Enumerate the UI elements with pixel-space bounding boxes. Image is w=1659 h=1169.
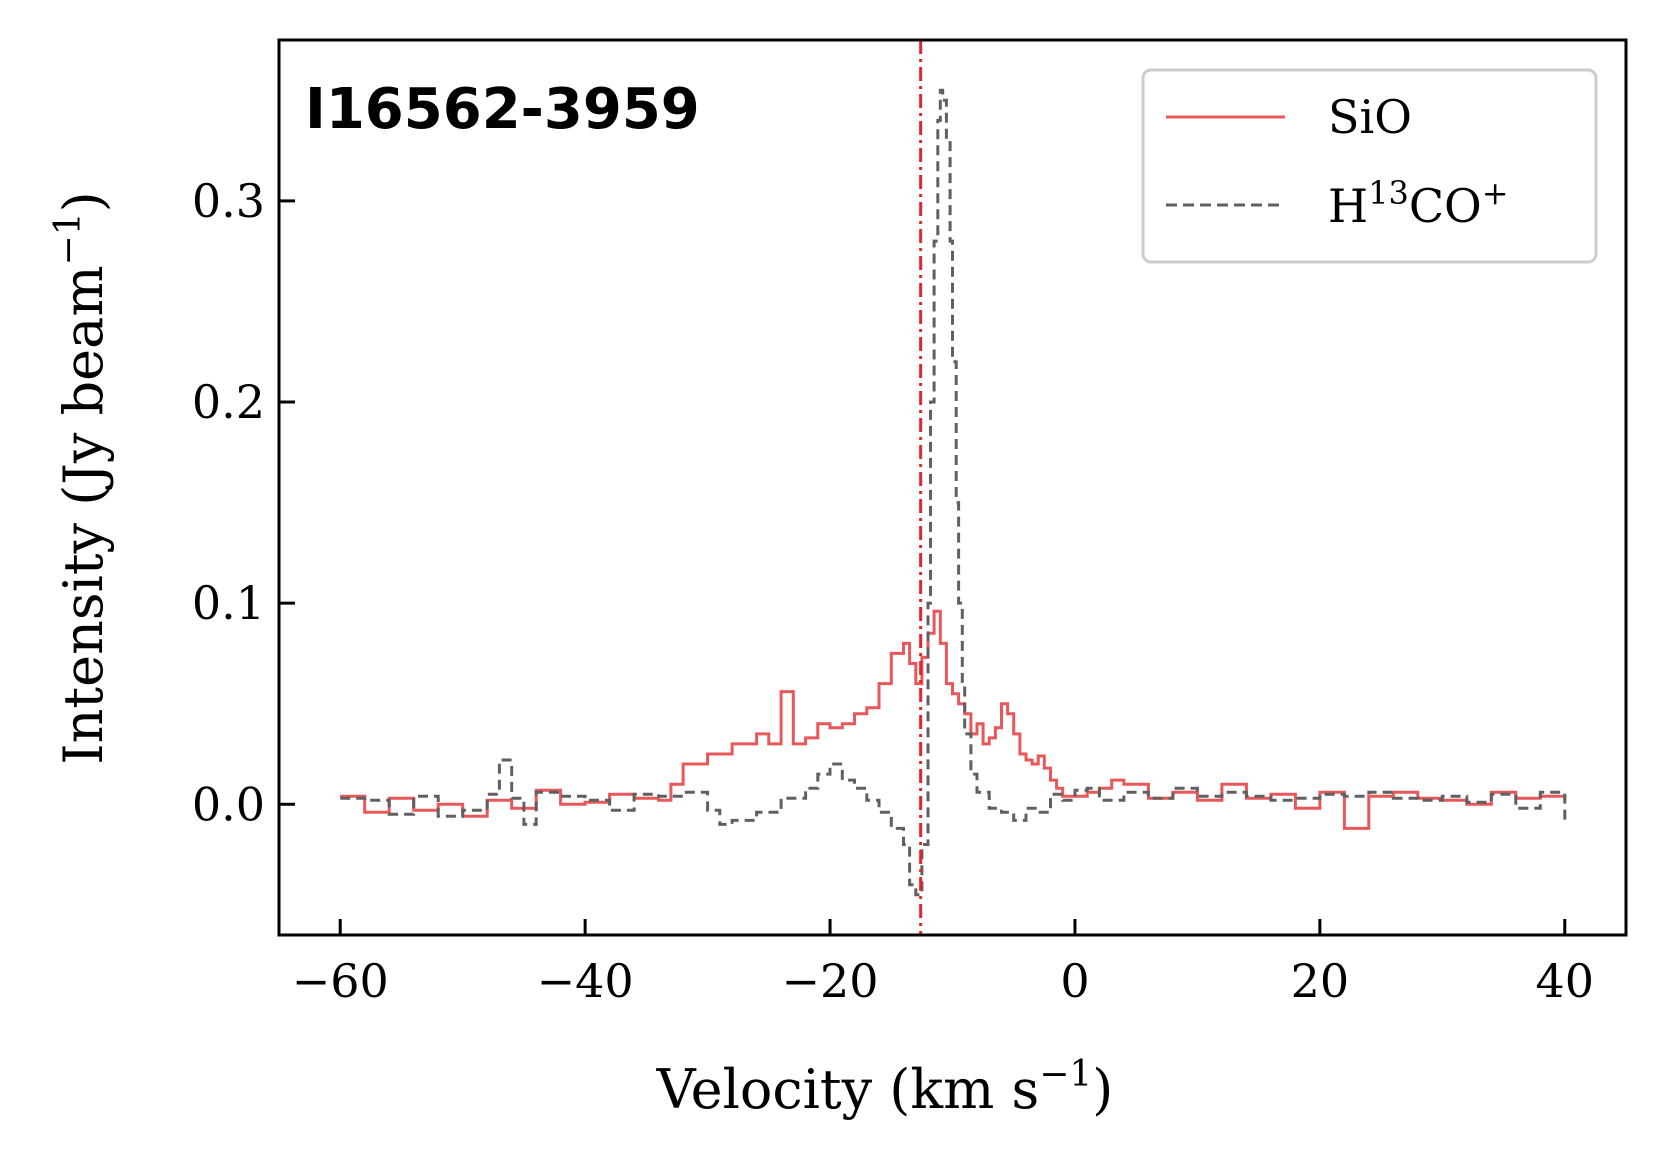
plot-frame — [277, 38, 1628, 937]
series-layer — [340, 88, 1567, 897]
y-tick-label: 0.2 — [192, 375, 265, 429]
x-tick-label: −60 — [292, 954, 389, 1008]
x-axis-title-sup: −1 — [1039, 1054, 1092, 1095]
legend-label-sio: SiO — [1328, 90, 1412, 144]
x-axis: −60 −40 −20 0 20 40 — [292, 919, 1594, 1008]
legend: SiO H13CO+ — [1141, 68, 1598, 264]
x-tick-label: 0 — [1060, 954, 1089, 1008]
chart-title: I16562-3959 — [305, 77, 700, 142]
legend-label-h13co: H13CO+ — [1328, 174, 1509, 233]
x-axis-title: Velocity (km s−1) — [656, 1054, 1114, 1121]
x-axis-title-close: ) — [1092, 1058, 1113, 1121]
legend-label-h13co-main: H — [1328, 179, 1368, 233]
x-tick-label: 40 — [1535, 954, 1594, 1008]
legend-label-h13co-sup1: 13 — [1368, 174, 1409, 212]
y-tick-label: 0.1 — [192, 576, 265, 630]
y-axis-title-main: Intensity (Jy beam — [52, 265, 115, 764]
legend-label-h13co-mid: CO — [1409, 179, 1482, 233]
legend-label-h13co-sup2: + — [1482, 174, 1509, 212]
y-tick-label: 0.0 — [192, 777, 265, 831]
y-tick-label: 0.3 — [192, 174, 265, 228]
y-axis-title-close: ) — [52, 191, 115, 212]
y-axis-title-sup: −1 — [48, 212, 89, 265]
series-line-h13co — [340, 88, 1567, 897]
y-axis: 0.0 0.1 0.2 0.3 — [192, 174, 295, 831]
x-tick-label: 20 — [1291, 954, 1350, 1008]
x-axis-title-main: Velocity (km s — [656, 1058, 1040, 1121]
x-tick-label: −20 — [782, 954, 879, 1008]
x-tick-label: −40 — [537, 954, 634, 1008]
y-axis-title: Intensity (Jy beam−1) — [48, 191, 115, 764]
